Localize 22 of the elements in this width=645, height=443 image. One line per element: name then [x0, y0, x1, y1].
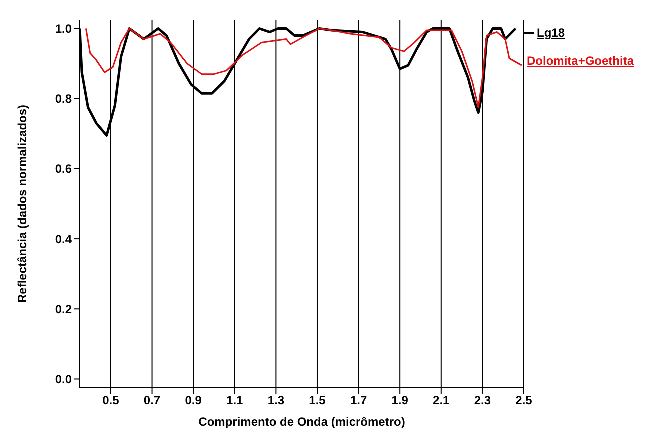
line-series: [85, 28, 523, 108]
y-axis-title: Reflectância (dados normalizados): [15, 104, 30, 304]
y-tick-label: 1.0: [55, 22, 72, 36]
x-tick-label: 2.5: [516, 394, 533, 408]
x-tick-label: 1.5: [309, 394, 326, 408]
series-label: Dolomita+Goethita: [527, 54, 634, 68]
y-tick-label: 0.8: [55, 92, 72, 106]
x-tick-label: 2.3: [474, 394, 492, 408]
y-tick-label: 0.4: [55, 232, 72, 246]
x-tick-label: 1.7: [350, 394, 368, 408]
y-tick-label: 0.2: [55, 302, 72, 316]
x-tick-label: 2.1: [433, 394, 450, 408]
legend-label: Lg18: [537, 26, 566, 40]
y-tick-label: 0.0: [55, 372, 72, 386]
x-tick-label: 1.3: [268, 394, 285, 408]
y-tick-label: 0.6: [55, 162, 72, 176]
x-tick-label: 1.1: [226, 394, 244, 408]
x-tick-label: 0.9: [185, 394, 202, 408]
x-tick-label: 0.7: [144, 394, 161, 408]
x-tick-label: 1.9: [392, 394, 409, 408]
x-axis-title: Comprimento de Onda (micrômetro): [198, 415, 406, 429]
x-tick-label: 0.5: [102, 394, 120, 408]
